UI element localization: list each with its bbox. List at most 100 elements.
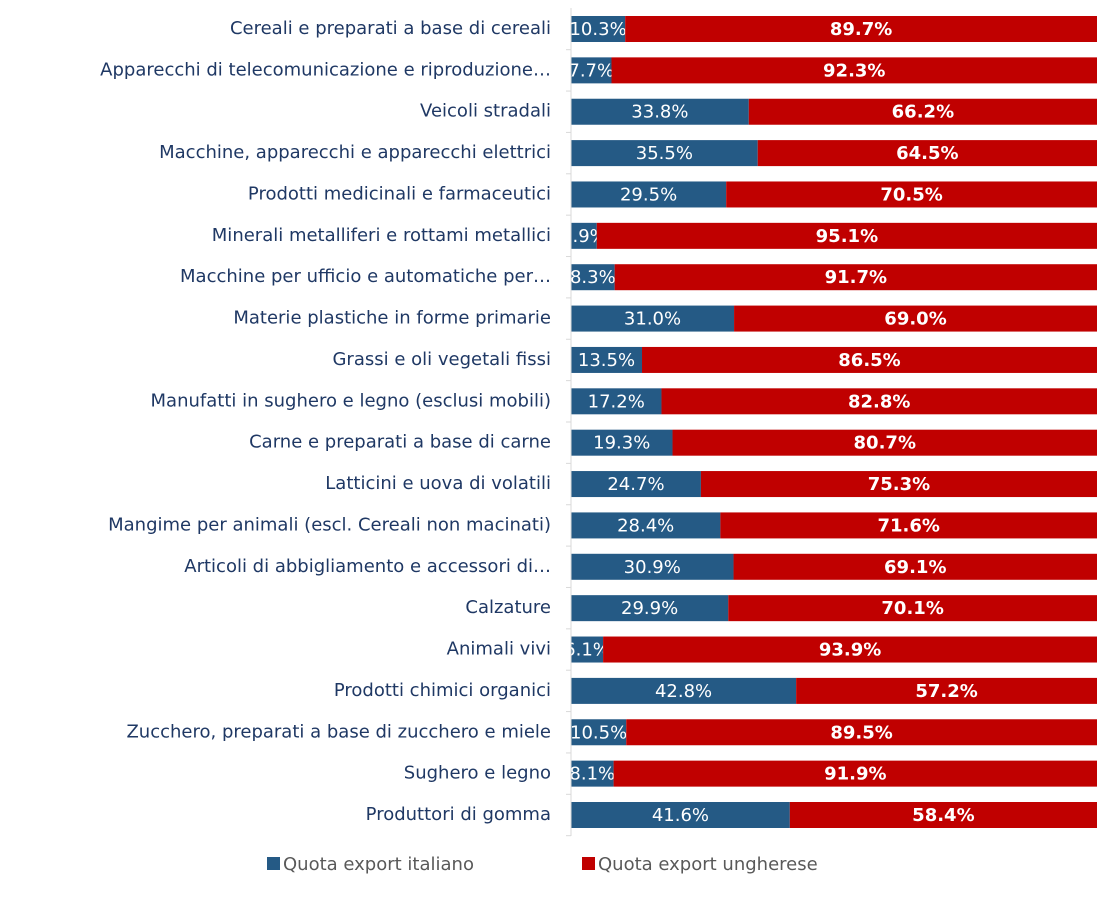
value-label: 91.9%	[824, 764, 886, 785]
value-label: 69.0%	[884, 309, 946, 330]
bar-segment	[613, 760, 1097, 787]
value-label: 91.7%	[825, 267, 887, 288]
value-label: 66.2%	[892, 102, 954, 123]
bar-segment	[700, 471, 1097, 498]
bar-segment	[571, 57, 612, 84]
value-label: 13.5%	[578, 350, 635, 371]
bar-segment	[571, 346, 643, 373]
category-label: Produttori di gomma	[366, 804, 551, 825]
bar-segment	[733, 553, 1097, 580]
value-label: 41.6%	[652, 805, 709, 826]
value-label: 33.8%	[631, 102, 688, 123]
value-label: 31.0%	[624, 309, 681, 330]
value-label: 8.1%	[569, 764, 615, 785]
category-label: Prodotti medicinali e farmaceutici	[248, 183, 551, 204]
value-label: 71.6%	[877, 515, 939, 536]
value-label: 6.1%	[564, 640, 610, 661]
value-label: 64.5%	[896, 143, 958, 164]
value-label: 24.7%	[607, 474, 664, 495]
value-label: 75.3%	[868, 474, 930, 495]
value-label: 86.5%	[838, 350, 900, 371]
plot-area: 10.3% 89.7% 7.7% 92.3% 33.8% 66.2% 35.5% 64.5% 2…	[564, 16, 1097, 828]
value-label: 93.9%	[819, 640, 881, 661]
bar-segment	[571, 512, 721, 539]
legend-swatch	[582, 857, 595, 870]
bar-segment	[571, 595, 729, 622]
bar-segment	[614, 264, 1097, 291]
bar-segment	[672, 429, 1097, 456]
category-label: Mangime per animali (escl. Cereali non m…	[108, 514, 551, 535]
value-label: 17.2%	[588, 391, 645, 412]
value-label: 70.1%	[881, 598, 943, 619]
value-label: 30.9%	[624, 557, 681, 578]
value-label: 7.7%	[568, 60, 614, 81]
bar-segment	[626, 719, 1097, 746]
value-label: 28.4%	[617, 515, 674, 536]
value-label: 10.5%	[570, 722, 627, 743]
bar-segment	[571, 98, 749, 125]
value-label: 58.4%	[912, 805, 974, 826]
category-label: Latticini e uova di volatili	[325, 473, 551, 494]
bar-segment	[734, 305, 1097, 332]
bar-segment	[625, 16, 1097, 42]
category-label: Animali vivi	[447, 639, 551, 660]
bar-segment	[603, 636, 1097, 663]
value-label: 80.7%	[854, 433, 916, 454]
category-label: Macchine per ufficio e automatiche per…	[180, 266, 551, 287]
bar-segment	[720, 512, 1097, 539]
category-label: Grassi e oli vegetali fissi	[332, 349, 551, 370]
value-label: 35.5%	[636, 143, 693, 164]
bar-segment	[726, 181, 1097, 208]
bar-segment	[571, 305, 735, 332]
bar-segment	[789, 802, 1097, 828]
bar-segment	[571, 388, 662, 415]
value-label: 19.3%	[593, 433, 650, 454]
category-label: Manufatti in sughero e legno (esclusi mo…	[151, 390, 551, 411]
value-label: 10.3%	[569, 19, 626, 40]
value-label: 82.8%	[848, 391, 910, 412]
legend-label: Quota export italiano	[283, 854, 474, 875]
bar-segment	[571, 429, 673, 456]
bar-segment	[611, 57, 1097, 84]
category-label: Materie plastiche in forme primarie	[233, 308, 551, 329]
category-label: Apparecchi di telecomunicazione e riprod…	[100, 59, 551, 80]
value-label: 89.5%	[830, 722, 892, 743]
bar-segment	[571, 677, 797, 704]
value-label: 70.5%	[880, 184, 942, 205]
value-label: 69.1%	[884, 557, 946, 578]
category-label: Cereali e preparati a base di cereali	[230, 18, 551, 39]
legend-swatch	[267, 857, 280, 870]
value-label: 57.2%	[915, 681, 977, 702]
category-label: Articoli di abbigliamento e accessori di…	[184, 556, 551, 577]
bar-segment	[796, 677, 1097, 704]
category-label: Zucchero, preparati a base di zucchero e…	[126, 721, 551, 742]
category-label: Sughero e legno	[404, 763, 551, 784]
bar-segment	[728, 595, 1097, 622]
value-label: 92.3%	[823, 60, 885, 81]
value-label: 8.3%	[570, 267, 616, 288]
bar-segment	[642, 346, 1097, 373]
value-label: 29.5%	[620, 184, 677, 205]
bar-segment	[571, 16, 626, 42]
category-label: Veicoli stradali	[420, 101, 551, 122]
category-label: Macchine, apparecchi e apparecchi elettr…	[159, 142, 551, 163]
bar-segment	[571, 471, 701, 498]
bar-segment	[571, 553, 734, 580]
bar-segment	[571, 264, 615, 291]
bar-segment	[571, 181, 727, 208]
category-label: Carne e preparati a base di carne	[249, 432, 551, 453]
value-label: 42.8%	[655, 681, 712, 702]
bar-segment	[571, 802, 790, 828]
value-label: 95.1%	[816, 226, 878, 247]
bar-segment	[571, 636, 604, 663]
value-label: 29.9%	[621, 598, 678, 619]
bar-segment	[748, 98, 1097, 125]
category-label: Prodotti chimici organici	[334, 680, 551, 701]
legend-label: Quota export ungherese	[598, 854, 818, 875]
bar-segment	[571, 222, 597, 249]
bar-segment	[661, 388, 1097, 415]
bar-segment	[571, 140, 758, 167]
category-label: Minerali metalliferi e rottami metallici	[212, 225, 551, 246]
bar-segment	[571, 719, 627, 746]
